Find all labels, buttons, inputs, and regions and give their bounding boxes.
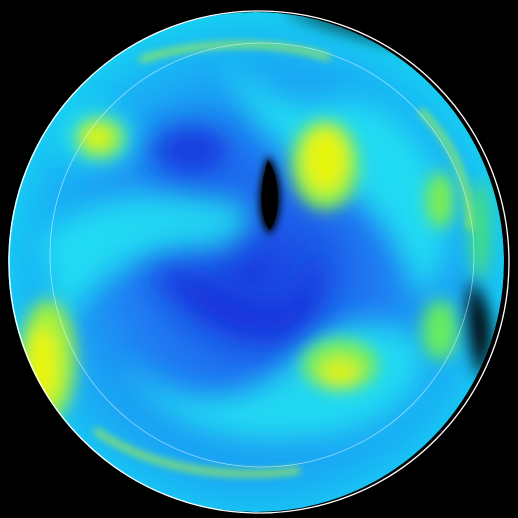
inner-ring: [49, 42, 475, 468]
outer-ring: [8, 10, 510, 514]
